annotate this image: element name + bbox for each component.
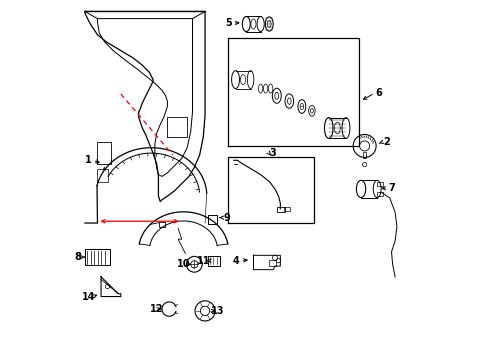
Text: 9: 9	[223, 213, 229, 222]
Bar	[362, 152, 366, 158]
Text: 2: 2	[382, 138, 389, 147]
Bar	[376, 182, 382, 186]
Text: 7: 7	[388, 183, 395, 193]
Bar	[268, 260, 276, 266]
Text: 13: 13	[210, 306, 224, 316]
Text: 8: 8	[74, 252, 81, 262]
Bar	[376, 192, 382, 196]
Bar	[85, 249, 110, 265]
Bar	[207, 215, 216, 224]
Text: 10: 10	[177, 259, 190, 269]
Text: 5: 5	[224, 18, 231, 28]
Text: 6: 6	[375, 88, 382, 98]
Text: 3: 3	[269, 148, 276, 158]
Text: 12: 12	[150, 304, 163, 314]
Bar	[207, 256, 220, 266]
Text: 1: 1	[85, 155, 92, 165]
Bar	[276, 207, 284, 212]
Text: 14: 14	[81, 292, 95, 302]
Text: 11: 11	[196, 256, 209, 266]
Bar	[158, 221, 164, 227]
Bar	[284, 207, 290, 211]
Text: 4: 4	[232, 256, 239, 266]
